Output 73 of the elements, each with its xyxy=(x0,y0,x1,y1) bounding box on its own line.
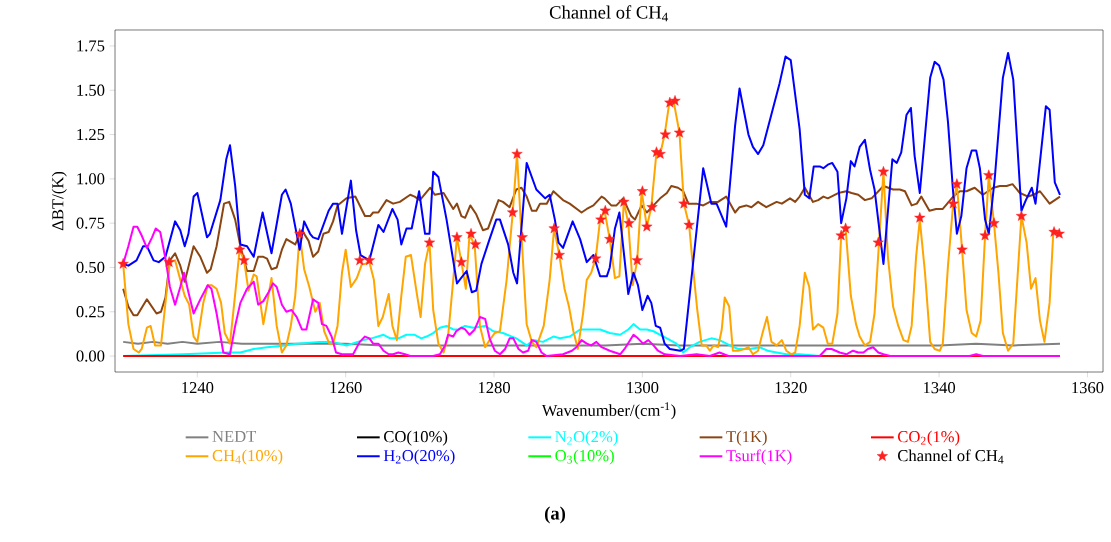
point xyxy=(423,236,436,248)
y-tick-label: 0.00 xyxy=(76,350,105,362)
y-tick-label: 0.75 xyxy=(76,217,105,229)
point xyxy=(465,227,477,239)
point xyxy=(673,126,685,138)
point xyxy=(234,243,246,255)
point xyxy=(636,185,648,196)
text: (a) xyxy=(544,506,566,524)
point xyxy=(1015,210,1027,221)
point xyxy=(451,231,463,243)
point xyxy=(507,206,519,218)
y-tick-label: 1.25 xyxy=(77,128,105,141)
point xyxy=(294,227,306,239)
point xyxy=(163,256,175,267)
legend-label: CH$_{4}$(10%) xyxy=(212,449,283,465)
point xyxy=(646,201,658,212)
legend-label: N$_{2}$O(2%) xyxy=(555,430,618,446)
legend-label: H$_{2}$O(20%) xyxy=(383,449,455,465)
point xyxy=(983,169,995,181)
y-tick-label: 0.50 xyxy=(76,261,105,274)
point xyxy=(872,236,884,248)
x-tick-label: 1280 xyxy=(478,382,511,394)
x-tick-label: 1360 xyxy=(1072,382,1104,394)
point xyxy=(678,197,690,209)
chart-title: Channel of CH$_{4}$ xyxy=(549,5,669,22)
y-tick-label: 1.00 xyxy=(77,173,105,185)
point xyxy=(553,249,565,260)
point xyxy=(641,220,653,232)
x-tick-label: 1260 xyxy=(330,382,362,394)
point xyxy=(455,256,467,267)
legend-label: O$_{3}$(10%) xyxy=(555,449,614,465)
point xyxy=(956,243,968,255)
point xyxy=(951,178,963,189)
point xyxy=(988,217,1000,228)
legend-label: Channel of CH$_{4}$ xyxy=(898,449,1004,464)
point xyxy=(979,229,991,241)
point xyxy=(914,212,926,223)
point xyxy=(683,219,695,230)
point xyxy=(595,213,607,225)
point xyxy=(117,258,129,269)
point xyxy=(631,254,643,266)
point xyxy=(877,165,889,177)
y-tick-label: 0.25 xyxy=(76,306,105,318)
point xyxy=(354,254,366,266)
legend-label: CO(10%) xyxy=(384,430,448,446)
legend-label: Tsurf(1K) xyxy=(726,449,792,465)
point xyxy=(659,128,671,140)
point xyxy=(947,197,959,209)
point xyxy=(604,233,616,244)
y-axis-title: ΔBT/(K) xyxy=(51,171,67,231)
point xyxy=(363,254,375,266)
point xyxy=(835,229,847,241)
x-axis-title: Wavenumber/(cm$^{-1}$) xyxy=(541,402,676,420)
point xyxy=(669,95,681,106)
x-tick-label: 1240 xyxy=(182,382,214,394)
point xyxy=(590,252,602,264)
point xyxy=(469,238,482,250)
x-tick-label: 1300 xyxy=(627,382,659,394)
point xyxy=(618,196,630,207)
legend-label: NEDT xyxy=(212,430,257,442)
point xyxy=(516,231,528,243)
point xyxy=(840,222,852,234)
x-tick-label: 1340 xyxy=(923,382,956,394)
legend-label: T(1K) xyxy=(726,430,767,446)
point xyxy=(599,204,611,216)
point xyxy=(623,217,635,228)
point xyxy=(511,148,523,159)
x-tick-label: 1320 xyxy=(775,382,807,394)
y-tick-label: 1.50 xyxy=(77,84,105,96)
point xyxy=(548,222,560,234)
legend-label: CO$_{2}$(1%) xyxy=(898,430,960,446)
point xyxy=(238,254,250,266)
y-tick-label: 1.75 xyxy=(77,40,105,52)
